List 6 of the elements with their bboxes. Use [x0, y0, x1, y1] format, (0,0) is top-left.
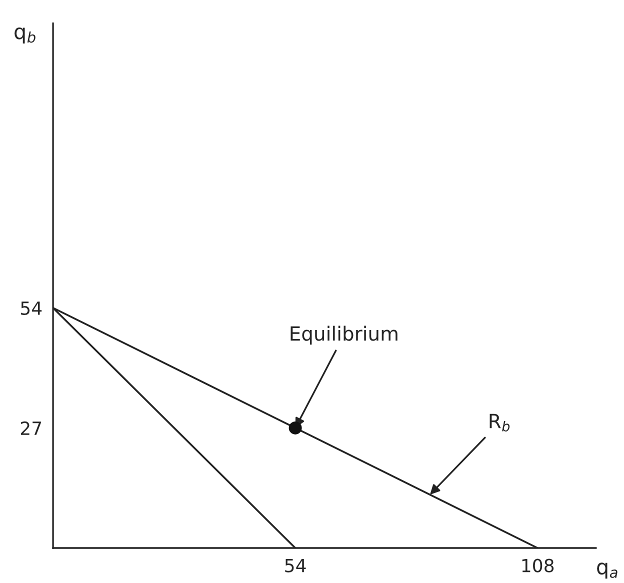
y-axis-title: q$_{b}$: [14, 27, 36, 44]
x-tick-label: 108: [522, 558, 554, 572]
annotation: R$_{b}$: [490, 414, 510, 432]
annotation: Equilibrium: [290, 326, 398, 345]
y-tick-label: 27: [20, 421, 42, 435]
x-axis-title: q$_{a}$: [597, 562, 618, 579]
